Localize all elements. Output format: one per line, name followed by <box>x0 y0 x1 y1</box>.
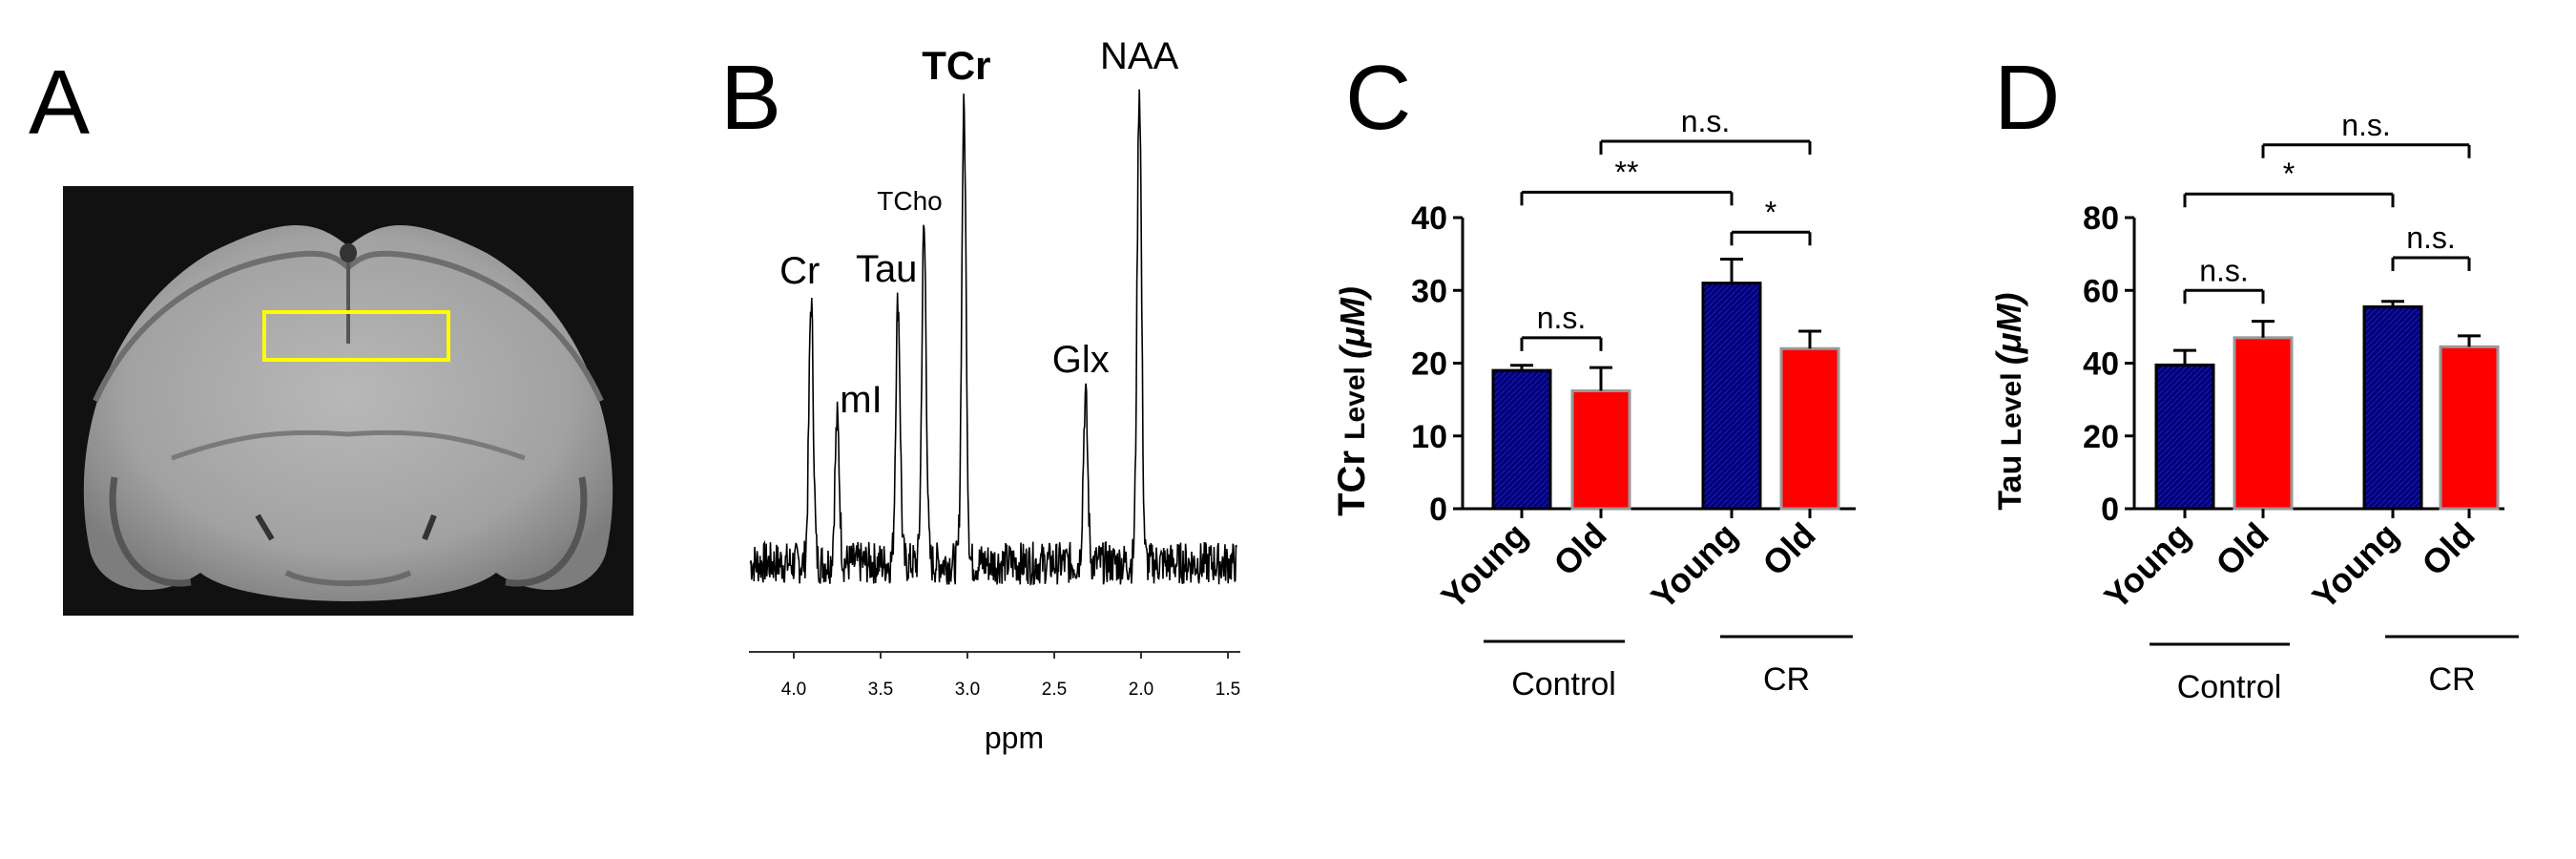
significance-label: ** <box>1615 155 1639 189</box>
bar-young-cr <box>2362 304 2423 511</box>
peak-label-cr: Cr <box>779 250 820 292</box>
mr-spectrum: 4.0 3.5 3.0 2.5 2.0 1.5 ppm Cr mI Tau TCho TCr Glx… <box>749 35 1240 755</box>
bar-old-cr <box>1779 346 1840 511</box>
y-tick-label: 0 <box>1429 492 1447 528</box>
x-tick-label: 3.5 <box>868 680 893 700</box>
peak-label-tcho: TCho <box>877 186 942 216</box>
y-tick-label: 40 <box>2083 346 2119 383</box>
y-tick-label: 20 <box>1411 346 1447 383</box>
group-label-cr: CR <box>2428 661 2475 698</box>
mri-image <box>63 186 634 616</box>
category-label: Young <box>1433 515 1534 617</box>
bar-young-cr <box>1701 282 1762 511</box>
panel-label-b: B <box>720 47 781 149</box>
y-tick-label: 30 <box>1411 273 1447 309</box>
y-tick-label: 40 <box>1411 200 1447 237</box>
significance-label: * <box>2283 157 2295 191</box>
group-label-control: Control <box>2177 669 2282 705</box>
y-tick-label: 60 <box>2083 273 2119 309</box>
significance-label: n.s. <box>2406 220 2456 255</box>
significance-label: * <box>1765 195 1776 229</box>
y-tick-label: 20 <box>2083 419 2119 455</box>
peak-label-glx: Glx <box>1052 339 1110 381</box>
spectrum-line <box>749 89 1237 586</box>
x-tick-label: 4.0 <box>781 680 806 700</box>
peak-label-tcr: TCr <box>922 43 990 88</box>
peak-label-naa: NAA <box>1100 35 1179 77</box>
voxel-box <box>262 310 450 362</box>
y-axis-label: TCr Level (μM) <box>1331 286 1373 516</box>
panel-label-d: D <box>1994 47 2060 149</box>
bar-old-cr <box>2439 345 2500 511</box>
category-label: Young <box>2096 515 2197 617</box>
x-tick-label: 1.5 <box>1215 680 1240 700</box>
peak-label-mi: mI <box>840 379 882 421</box>
y-tick-label: 0 <box>2101 492 2119 528</box>
group-label-cr: CR <box>1763 661 1810 698</box>
panel-label-c: C <box>1345 47 1411 149</box>
category-label: Young <box>1643 515 1744 617</box>
x-tick-label: 2.5 <box>1042 680 1067 700</box>
category-label: Old <box>1755 515 1822 583</box>
x-tick-label: 2.0 <box>1129 680 1153 700</box>
group-label-control: Control <box>1511 666 1616 702</box>
y-axis-label: Tau Level (μM) <box>1989 292 2028 510</box>
y-tick-label: 10 <box>1411 419 1447 455</box>
x-tick-label: 3.0 <box>955 680 980 700</box>
significance-label: n.s. <box>1681 104 1731 138</box>
x-axis-label: ppm <box>985 721 1044 755</box>
peak-label-tau: Tau <box>856 248 918 290</box>
category-label: Old <box>2414 515 2482 583</box>
significance-label: n.s. <box>2199 253 2249 287</box>
category-label: Old <box>1546 515 1613 583</box>
significance-label: n.s. <box>1537 301 1587 335</box>
category-label: Young <box>2304 515 2405 617</box>
bar-old-control <box>1570 388 1631 511</box>
significance-label: n.s. <box>2341 108 2391 142</box>
bar-young-control <box>1491 368 1552 511</box>
category-label: Old <box>2208 515 2275 583</box>
bar-old-control <box>2233 336 2294 511</box>
panel-label-a: A <box>29 52 90 154</box>
y-tick-label: 80 <box>2083 200 2119 237</box>
bar-young-control <box>2154 363 2215 511</box>
